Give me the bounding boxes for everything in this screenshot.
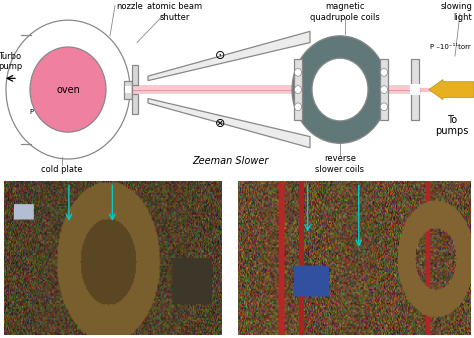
Circle shape (381, 68, 388, 76)
Text: slowing
light: slowing light (440, 2, 472, 22)
Text: ⊗: ⊗ (215, 117, 225, 130)
Bar (410, 84, 420, 95)
Bar (132, 65, 138, 85)
Text: oven: oven (56, 84, 80, 95)
FancyArrow shape (429, 79, 474, 100)
Text: magnetic
quadrupole coils: magnetic quadrupole coils (310, 2, 380, 22)
Circle shape (381, 103, 388, 111)
Circle shape (292, 36, 388, 143)
Text: atomic beam
shutter: atomic beam shutter (147, 2, 202, 22)
Bar (124, 81, 132, 99)
Circle shape (381, 86, 388, 94)
Bar (131, 85, 411, 94)
Polygon shape (148, 31, 310, 81)
Circle shape (294, 68, 301, 76)
Bar (132, 94, 138, 114)
Text: P ~10⁻⁹torr: P ~10⁻⁹torr (30, 109, 70, 115)
Text: nozzle: nozzle (117, 2, 144, 11)
Bar (294, 59, 302, 120)
Bar (380, 59, 388, 120)
Circle shape (294, 103, 301, 111)
Text: To
pumps: To pumps (435, 115, 469, 136)
Circle shape (312, 58, 368, 121)
Text: cold plate: cold plate (41, 165, 83, 173)
Bar (411, 59, 419, 120)
Circle shape (30, 47, 106, 132)
Text: Turbo
pump: Turbo pump (0, 52, 22, 71)
Text: Zeeman Slower: Zeeman Slower (192, 156, 268, 166)
Text: P –10⁻¹¹torr: P –10⁻¹¹torr (430, 44, 471, 50)
Text: reverse
slower coils: reverse slower coils (316, 154, 365, 173)
Circle shape (294, 86, 301, 94)
Polygon shape (148, 99, 310, 148)
Bar (125, 86, 131, 93)
Text: ⊙: ⊙ (215, 49, 225, 63)
